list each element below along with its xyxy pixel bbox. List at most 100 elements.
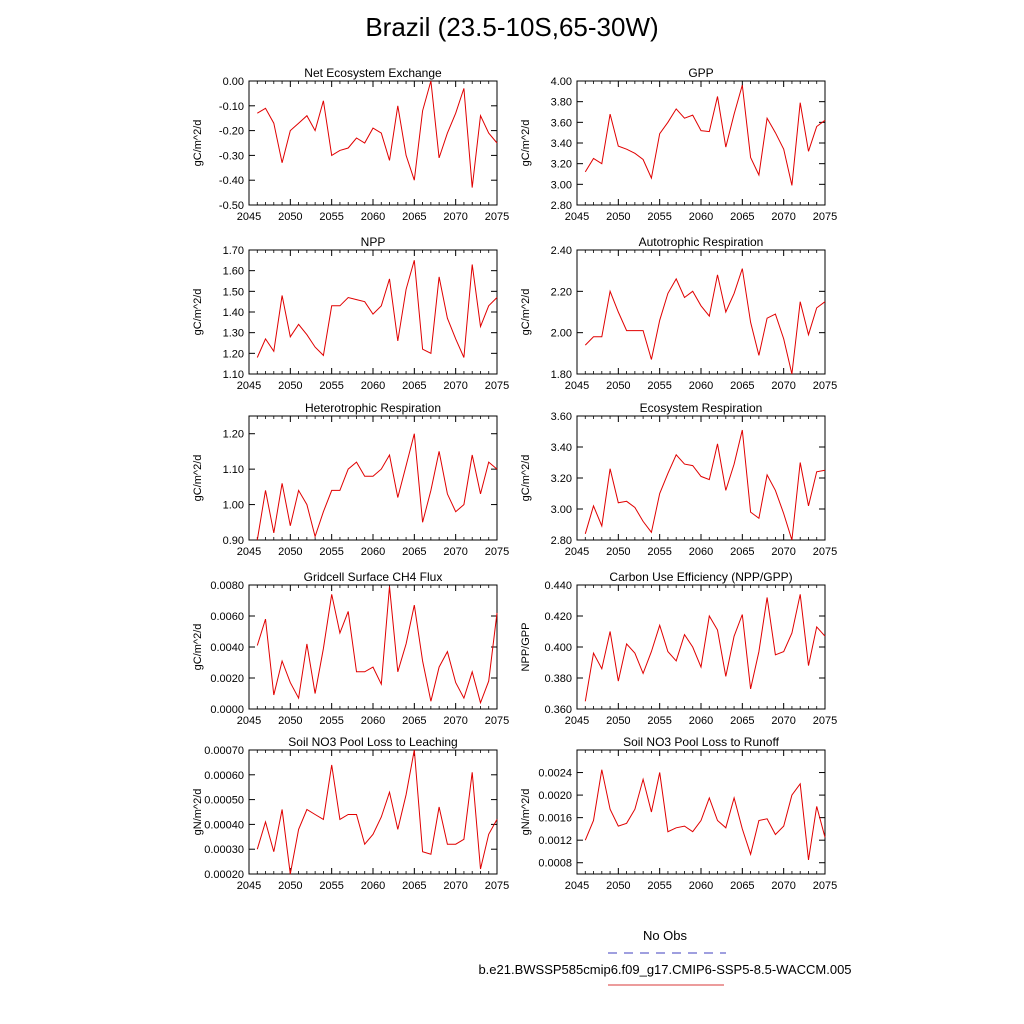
x-tick-label: 2075	[813, 380, 837, 392]
series-line	[256, 586, 498, 705]
y-axis-label: gN/m^2/d	[520, 789, 532, 836]
x-tick-label: 2050	[606, 715, 630, 727]
x-tick-label: 2050	[606, 546, 630, 558]
legend-label-model: b.e21.BWSSP585cmip6.f09_g17.CMIP6-SSP5-8…	[478, 962, 852, 977]
y-tick-label: 3.60	[551, 411, 572, 423]
x-tick-label: 2075	[485, 880, 509, 892]
x-tick-label: 2075	[813, 546, 837, 558]
y-tick-label: 3.60	[551, 117, 572, 129]
y-tick-label: 2.80	[551, 200, 572, 212]
y-tick-label: 0.00	[223, 76, 244, 88]
series-line	[584, 84, 826, 186]
x-tick-label: 2045	[237, 715, 261, 727]
legend-swatch-model	[608, 984, 724, 986]
y-tick-label: 0.00050	[204, 795, 244, 807]
main-title: Brazil (23.5-10S,65-30W)	[365, 12, 659, 42]
y-axis-label: gC/m^2/d	[192, 624, 204, 671]
x-tick-label: 2045	[565, 546, 589, 558]
y-tick-label: 0.360	[544, 704, 572, 716]
x-tick-label: 2075	[813, 211, 837, 223]
x-tick-label: 2075	[813, 715, 837, 727]
y-axis-label: gN/m^2/d	[192, 789, 204, 836]
x-tick-label: 2050	[278, 880, 302, 892]
x-tick-label: 2050	[278, 380, 302, 392]
x-tick-label: 2055	[647, 211, 671, 223]
series-line	[584, 268, 826, 375]
y-tick-label: 0.0020	[210, 673, 244, 685]
x-tick-label: 2075	[485, 380, 509, 392]
x-tick-label: 2070	[771, 546, 795, 558]
y-tick-label: 0.00070	[204, 745, 244, 757]
x-tick-label: 2060	[361, 880, 385, 892]
y-tick-label: 0.0040	[210, 642, 244, 654]
x-tick-label: 2065	[402, 880, 426, 892]
panel-title: Autotrophic Respiration	[639, 235, 764, 249]
x-tick-label: 2060	[361, 715, 385, 727]
x-tick-label: 2050	[278, 211, 302, 223]
series-line	[257, 80, 498, 188]
y-tick-label: 1.10	[223, 464, 244, 476]
x-tick-label: 2055	[647, 546, 671, 558]
y-tick-label: 2.00	[551, 328, 572, 340]
panel-frame	[248, 749, 498, 875]
y-tick-label: 1.60	[223, 266, 244, 278]
y-tick-label: 1.00	[223, 500, 244, 512]
y-tick-label: 3.00	[551, 504, 572, 516]
y-tick-label: 1.80	[551, 369, 572, 381]
x-tick-label: 2065	[730, 880, 754, 892]
y-axis-label: NPP/GPP	[520, 623, 532, 672]
y-tick-label: 3.00	[551, 179, 572, 191]
y-tick-label: 0.00020	[204, 869, 244, 881]
x-tick-label: 2070	[771, 715, 795, 727]
y-tick-label: -0.30	[219, 150, 244, 162]
y-axis-label: gC/m^2/d	[192, 120, 204, 167]
y-tick-label: 2.80	[551, 535, 572, 547]
panel-1: GPP gC/m^2/d 2045 2050 2055 2060 2065 2070 2075 4…	[520, 66, 837, 223]
x-tick-label: 2075	[813, 880, 837, 892]
x-tick-label: 2060	[689, 715, 713, 727]
panel-frame	[576, 584, 826, 710]
legend-swatch-no-obs	[608, 952, 726, 954]
panel-7: Carbon Use Efficiency (NPP/GPP) NPP/GPP 20…	[520, 570, 837, 727]
panel-title: Ecosystem Respiration	[640, 401, 763, 415]
x-tick-label: 2070	[443, 380, 467, 392]
x-tick-label: 2060	[689, 546, 713, 558]
panel-title: Heterotrophic Respiration	[305, 401, 441, 415]
panel-3: Autotrophic Respiration gC/m^2/d 2045 2050 2…	[520, 235, 837, 392]
y-tick-label: 1.20	[223, 429, 244, 441]
x-tick-label: 2050	[278, 715, 302, 727]
series-line	[256, 749, 498, 875]
y-tick-label: 1.50	[223, 286, 244, 298]
x-tick-label: 2055	[319, 380, 343, 392]
x-tick-label: 2050	[606, 211, 630, 223]
x-tick-label: 2045	[237, 211, 261, 223]
x-tick-label: 2045	[237, 880, 261, 892]
x-tick-label: 2065	[730, 211, 754, 223]
panel-title: NPP	[361, 235, 386, 249]
y-tick-label: -0.40	[219, 175, 244, 187]
x-tick-label: 2070	[771, 380, 795, 392]
y-axis-label: gC/m^2/d	[520, 120, 532, 167]
y-tick-label: 0.0008	[538, 858, 572, 870]
y-tick-label: 0.0024	[538, 768, 572, 780]
y-tick-label: 3.80	[551, 97, 572, 109]
y-tick-label: -0.10	[219, 101, 244, 113]
x-tick-label: 2050	[278, 546, 302, 558]
y-tick-label: 3.40	[551, 442, 572, 454]
y-tick-label: 1.70	[223, 245, 244, 257]
x-tick-label: 2075	[485, 546, 509, 558]
x-tick-label: 2045	[565, 880, 589, 892]
x-tick-label: 2070	[771, 211, 795, 223]
y-tick-label: 4.00	[551, 76, 572, 88]
x-tick-label: 2060	[689, 880, 713, 892]
y-tick-label: 2.20	[551, 286, 572, 298]
y-tick-label: 1.10	[223, 369, 244, 381]
x-tick-label: 2075	[485, 211, 509, 223]
x-tick-label: 2060	[689, 380, 713, 392]
y-tick-label: 1.20	[223, 348, 244, 360]
x-tick-label: 2070	[771, 880, 795, 892]
y-tick-label: 0.00040	[204, 819, 244, 831]
y-axis-label: gC/m^2/d	[520, 455, 532, 502]
panel-6: Gridcell Surface CH4 Flux gC/m^2/d 2045 205…	[192, 570, 509, 727]
